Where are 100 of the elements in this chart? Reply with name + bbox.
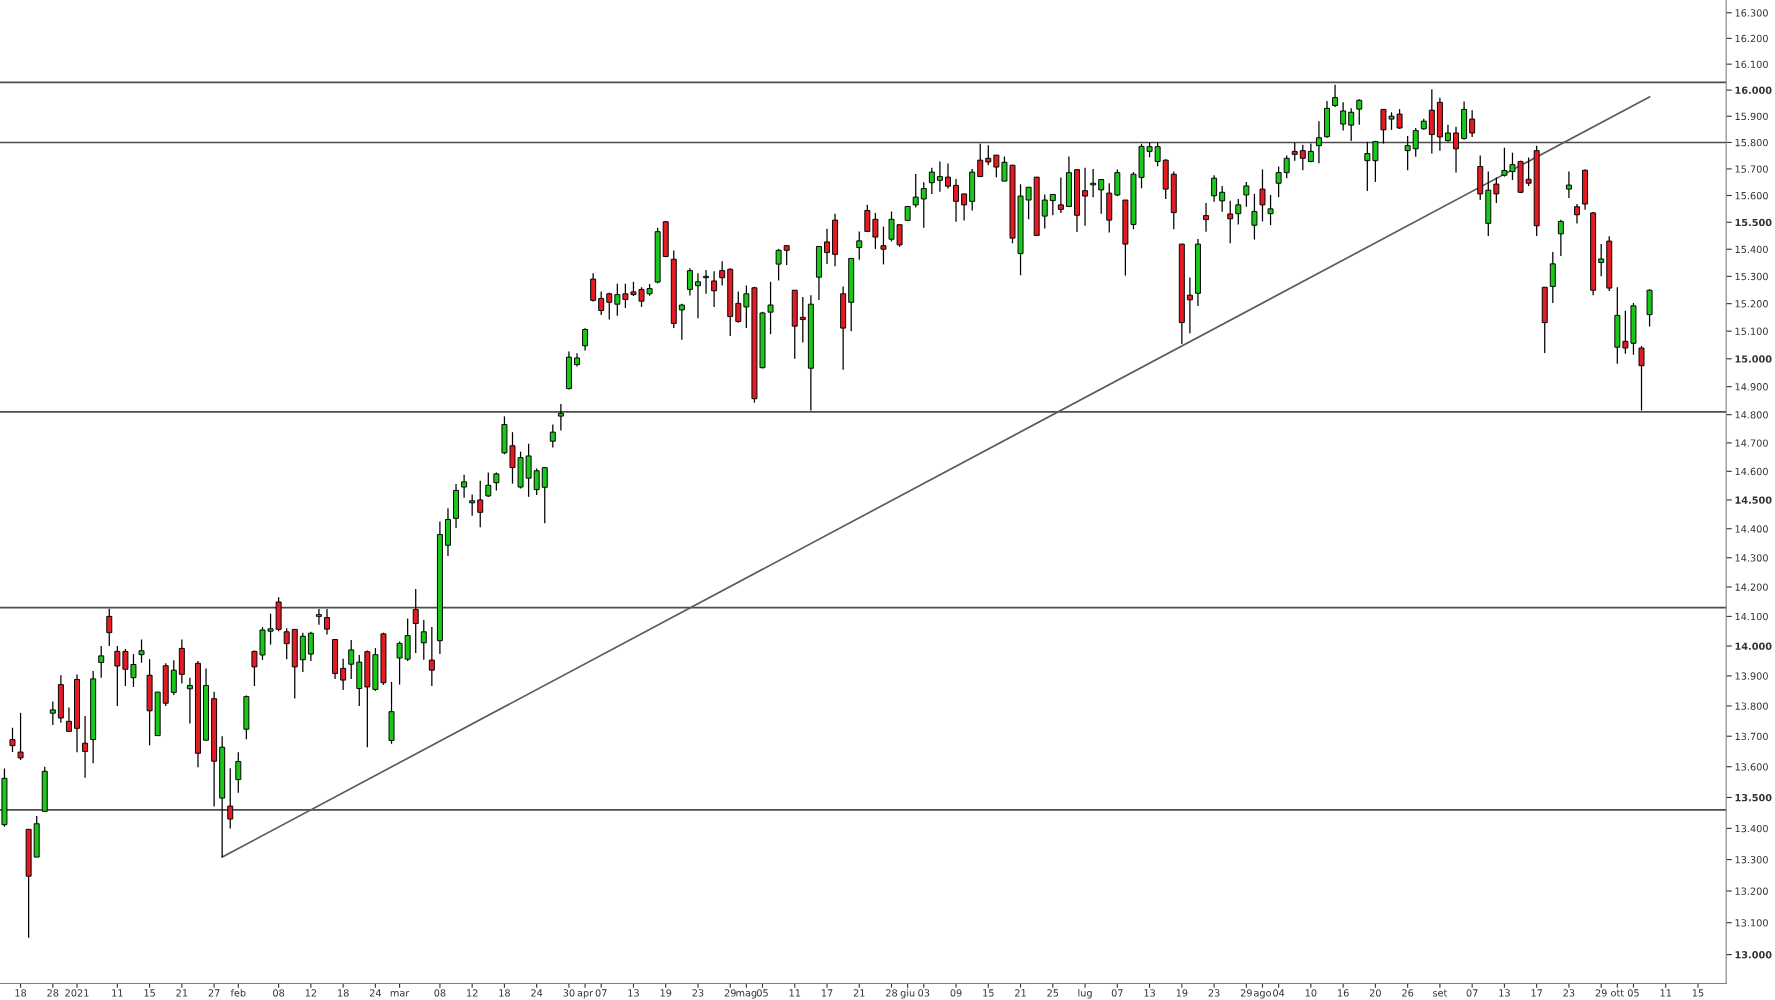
candlestick — [227, 767, 234, 830]
candlestick — [1227, 200, 1234, 244]
candlestick — [1340, 101, 1347, 132]
candlestick — [404, 617, 411, 662]
x-tick-label: 21 — [1015, 989, 1026, 997]
candlestick — [606, 292, 613, 321]
candlestick — [324, 608, 330, 636]
candlestick — [428, 626, 435, 687]
candlestick — [1469, 109, 1476, 138]
y-tick-label: 15.300 — [1735, 272, 1768, 281]
candlestick — [1049, 193, 1056, 216]
x-tick-label: 18 — [499, 989, 510, 997]
candlestick — [775, 248, 782, 282]
candlestick — [824, 228, 830, 265]
candlestick — [1082, 167, 1089, 227]
x-tick-label: 24 — [531, 989, 543, 997]
y-tick-label: 14.600 — [1735, 467, 1768, 476]
x-tick-label: 11 — [112, 989, 123, 997]
candlestick — [1638, 345, 1645, 412]
y-tick-label: 14.500 — [1735, 496, 1772, 504]
x-tick-label: 07 — [1466, 989, 1478, 997]
candlestick — [493, 471, 500, 492]
y-tick-label: 13.100 — [1735, 919, 1768, 927]
x-tick-label: mag — [736, 991, 757, 999]
candlestick — [1267, 194, 1274, 226]
candlestick — [1041, 193, 1048, 230]
candlestick — [1356, 98, 1363, 126]
candlestick — [1098, 178, 1105, 215]
candlestick — [799, 296, 806, 344]
candlestick — [678, 303, 685, 341]
candlestick — [541, 466, 548, 524]
candlestick — [315, 608, 322, 626]
y-tick-label: 15.100 — [1735, 327, 1768, 335]
candlestick — [299, 632, 306, 673]
x-tick-label: mar — [390, 991, 410, 997]
x-tick-label: 26 — [1402, 989, 1414, 997]
candlestick — [961, 193, 968, 222]
x-tick-label: apr — [577, 991, 594, 999]
candlestick — [533, 467, 540, 496]
y-tick-label: 14.800 — [1735, 411, 1768, 419]
candlestick — [912, 173, 919, 209]
y-tick-label: 13.600 — [1735, 763, 1768, 771]
y-tick-label: 15.600 — [1735, 191, 1768, 200]
candlestick — [1549, 251, 1556, 304]
x-tick-label: 08 — [434, 989, 446, 997]
x-tick-label: 21 — [853, 989, 865, 997]
x-tick-label: 15 — [983, 989, 994, 997]
candlestick — [1275, 165, 1282, 198]
x-tick-label: 05 — [756, 989, 768, 997]
y-tick-label: 16.000 — [1735, 86, 1772, 94]
candlestick — [719, 260, 726, 287]
candlestick — [735, 290, 742, 324]
y-tick-label: 16.200 — [1735, 34, 1768, 43]
candlestick — [1364, 141, 1371, 192]
x-tick-label: 28 — [47, 989, 59, 997]
y-tick-label: 13.500 — [1735, 793, 1772, 802]
x-tick-label: 09 — [950, 989, 962, 997]
candlestick — [461, 474, 468, 499]
y-tick-label: 15.900 — [1735, 112, 1768, 121]
candlestick — [872, 212, 879, 250]
candlestick — [17, 712, 24, 761]
y-tick-label: 15.200 — [1735, 300, 1768, 308]
y-tick-label: 15.400 — [1735, 245, 1768, 254]
x-tick-label: 19 — [660, 989, 672, 997]
candlestick — [9, 727, 16, 753]
x-tick-label: 17 — [1531, 989, 1543, 997]
x-tick-label: 13 — [628, 989, 639, 997]
candlestick — [477, 480, 484, 528]
x-tick-label: 07 — [595, 989, 607, 997]
x-tick-label: 12 — [305, 989, 317, 997]
x-tick-label: set — [1433, 989, 1448, 997]
candlestick — [485, 471, 492, 498]
x-tick-label: giu — [900, 989, 915, 999]
candlestick — [1332, 84, 1339, 108]
candlestick — [412, 588, 419, 654]
candlestick — [985, 144, 992, 166]
candlestick — [98, 645, 105, 679]
candlestick — [186, 677, 193, 725]
candlestick — [65, 706, 72, 732]
y-tick-label: 13.900 — [1735, 672, 1768, 680]
candlestick — [1291, 141, 1298, 162]
x-tick-label: 18 — [338, 989, 349, 997]
x-tick-label: 25 — [1047, 989, 1059, 997]
candlestick — [1219, 185, 1226, 213]
x-tick-label: 04 — [1273, 989, 1285, 997]
candlestick — [307, 631, 314, 662]
y-tick-label: 14.300 — [1735, 554, 1768, 562]
candlestick — [928, 167, 935, 195]
x-tick-label: 27 — [208, 989, 220, 997]
candlestick — [880, 225, 887, 266]
x-tick-label: 24 — [369, 989, 382, 997]
candlestick — [711, 270, 718, 308]
candlestick — [1203, 202, 1210, 233]
candlestick — [703, 269, 710, 295]
x-tick-label: 08 — [273, 989, 285, 997]
candlestick — [614, 283, 621, 317]
y-tick-label: 13.400 — [1735, 824, 1768, 833]
y-tick-label: 15.700 — [1735, 165, 1768, 173]
candlestick — [856, 230, 863, 261]
x-tick-label: 15 — [144, 989, 155, 997]
